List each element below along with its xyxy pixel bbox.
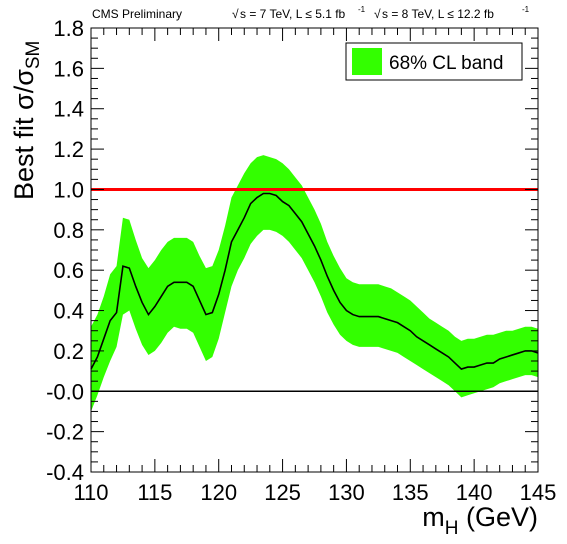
svg-text:Best fit σ/σSM: Best fit σ/σSM — [9, 41, 44, 200]
y-axis-title-main: Best fit σ/σ — [9, 69, 39, 200]
header-lumi-7: s = 7 TeV, L ≤ 5.1 fb — [240, 7, 346, 21]
y-tick-label: 0.2 — [53, 339, 84, 364]
x-axis-title-main: m — [422, 502, 445, 532]
x-tick-label: 140 — [456, 480, 493, 505]
y-tick-label: -0.4 — [46, 460, 84, 485]
x-tick-label: 125 — [264, 480, 301, 505]
header-sqrt-7: √ — [232, 7, 239, 21]
y-axis-title-sub: SM — [23, 41, 44, 70]
axis-ticks: 110 115 120 125 130 135 140 145 -0.4 -0.2 -0.0 0.2 0… — [46, 16, 556, 505]
svg-text:mH (GeV): mH (GeV) — [422, 502, 538, 539]
header-sqrt-8: √ — [374, 7, 381, 21]
x-tick-label: 120 — [200, 480, 237, 505]
y-tick-label: 1.0 — [53, 177, 84, 202]
x-axis-title: mH (GeV) — [422, 502, 538, 539]
y-tick-label: 0.4 — [53, 299, 84, 324]
y-tick-label: 1.8 — [53, 16, 84, 41]
x-tick-label: 115 — [137, 480, 172, 505]
header-experiment: CMS Preliminary — [92, 7, 182, 21]
legend-swatch — [352, 48, 382, 75]
x-tick-label: 135 — [392, 480, 429, 505]
header-lumi-7-exp: -1 — [358, 5, 366, 14]
legend-label: 68% CL band — [389, 53, 503, 74]
chart-header: CMS Preliminary √ s = 7 TeV, L ≤ 5.1 fb … — [92, 5, 530, 21]
y-tick-label: 0.6 — [53, 258, 84, 283]
x-axis-title-unit: (GeV) — [466, 502, 538, 532]
best-fit-line — [90, 192, 539, 370]
header-lumi-8: s = 8 TeV, L ≤ 12.2 fb — [382, 7, 494, 21]
y-tick-label: 1.6 — [53, 56, 84, 81]
y-tick-label: 1.4 — [53, 97, 84, 122]
x-tick-label: 130 — [328, 480, 365, 505]
y-tick-label: 0.8 — [53, 218, 84, 243]
y-axis-title: Best fit σ/σSM — [9, 41, 44, 200]
x-axis-title-sub: H — [445, 518, 459, 539]
cl-band-68 — [91, 155, 538, 412]
x-tick-label: 145 — [520, 480, 557, 505]
x-tick-label: 110 — [73, 480, 108, 505]
y-tick-label: 1.2 — [53, 137, 84, 162]
y-tick-label: -0.0 — [46, 379, 84, 404]
header-lumi-8-exp: -1 — [522, 5, 530, 14]
legend: 68% CL band — [345, 42, 523, 81]
plot-area — [90, 155, 539, 412]
y-tick-label: -0.2 — [46, 420, 84, 445]
